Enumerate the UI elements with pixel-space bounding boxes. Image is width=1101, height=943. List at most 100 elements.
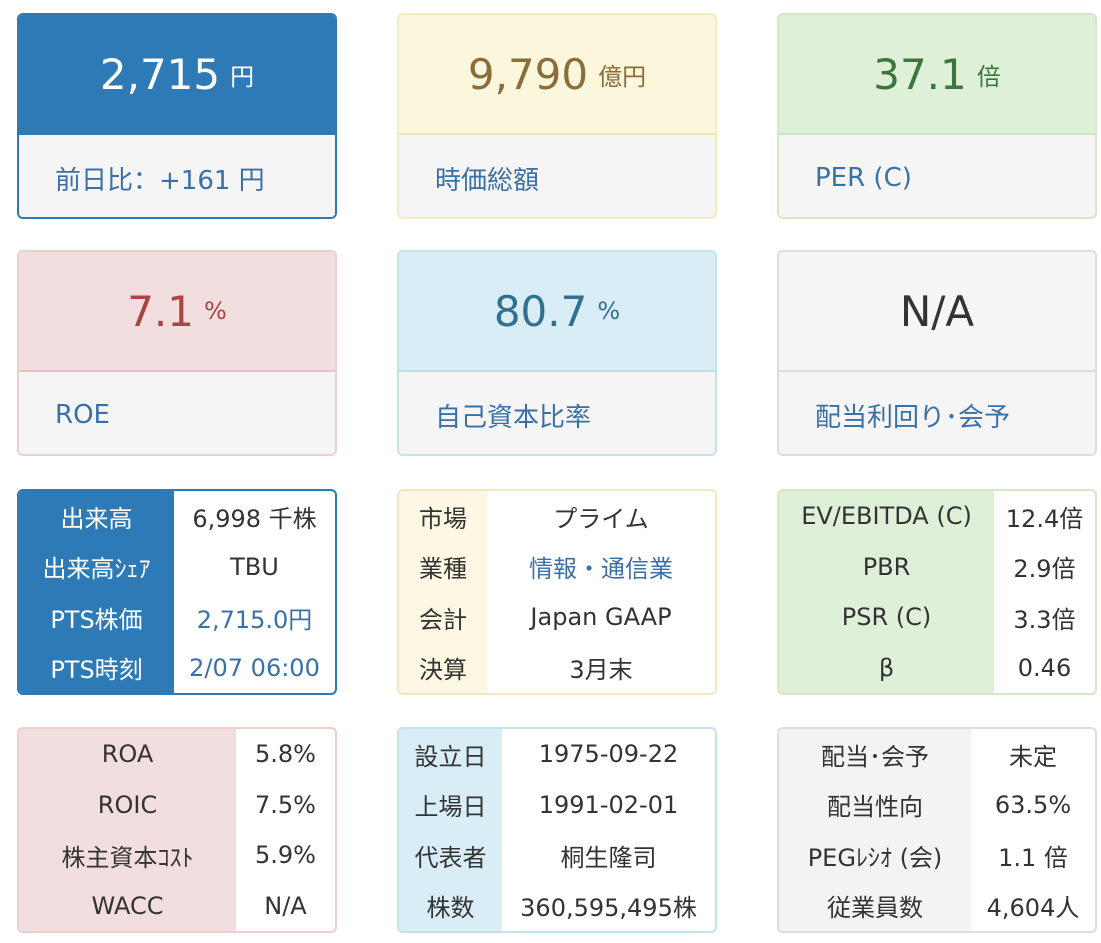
equity-ratio-value-box: 80.7 % bbox=[399, 252, 715, 372]
table-row: 出来高ｼｪｱ TBU bbox=[19, 541, 335, 592]
per-link[interactable]: PER (C) bbox=[779, 135, 1095, 217]
company-table: 設立日 1975-09-22 上場日 1991-02-01 代表者 桐生隆司 株… bbox=[397, 727, 717, 933]
table-row: 上場日 1991-02-01 bbox=[399, 779, 715, 830]
payout-ratio-value: 63.5% bbox=[994, 790, 1072, 819]
peg-ratio-label: PEGﾚｼｵ (会) bbox=[779, 830, 971, 881]
table-row: PBR 2.9倍 bbox=[779, 541, 1095, 592]
peg-ratio-value: 1.1 倍 bbox=[998, 843, 1068, 872]
accounting-label: 会計 bbox=[399, 592, 487, 643]
wacc-value: N/A bbox=[264, 891, 307, 920]
table-row: 設立日 1975-09-22 bbox=[399, 729, 715, 780]
table-row: PSR (C) 3.3倍 bbox=[779, 592, 1095, 643]
wacc-label: WACC bbox=[19, 880, 236, 931]
dividend-yield-value: N/A bbox=[899, 286, 975, 336]
table-row: PTS時刻 2/07 06:00 bbox=[19, 642, 335, 693]
per-card: 37.1 倍 PER (C) bbox=[777, 13, 1097, 219]
market-cap-unit: 億円 bbox=[598, 62, 647, 91]
roa-label: ROA bbox=[19, 729, 236, 780]
dividend-yield-link[interactable]: 配当利回り･会予 bbox=[779, 372, 1095, 454]
table-row: 配当性向 63.5% bbox=[779, 779, 1095, 830]
market-value: プライム bbox=[553, 504, 649, 533]
table-row: 配当･会予 未定 bbox=[779, 729, 1095, 780]
per-value: 37.1 bbox=[873, 49, 967, 99]
psr-value: 3.3倍 bbox=[1013, 605, 1076, 634]
representative-value: 桐生隆司 bbox=[560, 843, 657, 872]
ev-ebitda-value: 12.4倍 bbox=[1005, 504, 1084, 533]
market-cap-card: 9,790 億円 時価総額 bbox=[397, 13, 717, 219]
roe-link[interactable]: ROE bbox=[19, 372, 335, 454]
industry-label: 業種 bbox=[399, 541, 487, 592]
table-row: 株数 360,595,495株 bbox=[399, 880, 715, 931]
founded-value: 1975-09-22 bbox=[538, 740, 679, 769]
price-unit: 円 bbox=[230, 62, 255, 91]
roic-value: 7.5% bbox=[255, 790, 316, 819]
equity-ratio-value: 80.7 bbox=[493, 286, 588, 336]
per-unit: 倍 bbox=[976, 62, 1001, 91]
table-row: EV/EBITDA (C) 12.4倍 bbox=[779, 491, 1095, 542]
ev-ebitda-label: EV/EBITDA (C) bbox=[779, 491, 994, 542]
listed-label: 上場日 bbox=[399, 779, 502, 830]
pts-price-label: PTS株価 bbox=[19, 592, 174, 643]
valuation-table: EV/EBITDA (C) 12.4倍 PBR 2.9倍 PSR (C) 3.3… bbox=[777, 489, 1097, 695]
equity-ratio-card: 80.7 % 自己資本比率 bbox=[397, 250, 717, 456]
beta-value: 0.46 bbox=[1017, 653, 1072, 682]
returns-table: ROA 5.8% ROIC 7.5% 株主資本ｺｽﾄ 5.9% WACC N/A bbox=[17, 727, 337, 933]
table-row: PTS株価 2,715.0円 bbox=[19, 592, 335, 643]
table-row: 決算 3月末 bbox=[399, 642, 715, 693]
price-change-link[interactable]: 前日比：+161 円 bbox=[19, 135, 335, 217]
cost-of-equity-value: 5.9% bbox=[255, 841, 316, 870]
table-row: 株主資本ｺｽﾄ 5.9% bbox=[19, 830, 335, 881]
price-value-box: 2,715 円 bbox=[19, 15, 335, 135]
fiscal-value: 3月末 bbox=[569, 656, 633, 685]
volume-share-value: TBU bbox=[230, 552, 279, 581]
table-row: 市場 プライム bbox=[399, 491, 715, 542]
pts-price-link[interactable]: 2,715.0円 bbox=[196, 605, 313, 634]
accounting-value: Japan GAAP bbox=[530, 603, 672, 632]
roe-unit: % bbox=[203, 297, 227, 325]
table-row: β 0.46 bbox=[779, 642, 1095, 693]
market-cap-value-box: 9,790 億円 bbox=[399, 15, 715, 135]
dividend-yield-card: N/A 配当利回り･会予 bbox=[777, 250, 1097, 456]
table-row: WACC N/A bbox=[19, 880, 335, 931]
payout-ratio-label: 配当性向 bbox=[779, 779, 971, 830]
per-value-box: 37.1 倍 bbox=[779, 15, 1095, 135]
representative-label: 代表者 bbox=[399, 830, 502, 881]
dividend-table: 配当･会予 未定 配当性向 63.5% PEGﾚｼｵ (会) 1.1 倍 従業員… bbox=[777, 727, 1097, 933]
pts-time-label: PTS時刻 bbox=[19, 642, 174, 693]
pbr-label: PBR bbox=[779, 541, 994, 592]
price-card: 2,715 円 前日比：+161 円 bbox=[17, 13, 337, 219]
roa-value: 5.8% bbox=[255, 740, 316, 769]
market-info-table: 市場 プライム 業種 情報・通信業 会計 Japan GAAP 決算 3月末 bbox=[397, 489, 717, 695]
employees-value: 4,604人 bbox=[986, 894, 1080, 923]
table-row: 出来高 6,998 千株 bbox=[19, 491, 335, 542]
dividend-yield-value-box: N/A bbox=[779, 252, 1095, 372]
pts-time-link[interactable]: 2/07 06:00 bbox=[189, 653, 320, 682]
pbr-value: 2.9倍 bbox=[1013, 555, 1076, 584]
shares-value: 360,595,495株 bbox=[520, 894, 697, 923]
dividend-forecast-label: 配当･会予 bbox=[779, 729, 971, 780]
industry-link[interactable]: 情報・通信業 bbox=[529, 555, 673, 584]
roe-value-box: 7.1 % bbox=[19, 252, 335, 372]
volume-share-label: 出来高ｼｪｱ bbox=[19, 541, 174, 592]
equity-ratio-unit: % bbox=[597, 297, 621, 325]
beta-label: β bbox=[779, 642, 994, 693]
table-row: ROA 5.8% bbox=[19, 729, 335, 780]
roic-label: ROIC bbox=[19, 779, 236, 830]
psr-label: PSR (C) bbox=[779, 592, 994, 643]
employees-label: 従業員数 bbox=[779, 880, 971, 931]
table-row: 会計 Japan GAAP bbox=[399, 592, 715, 643]
founded-label: 設立日 bbox=[399, 729, 502, 780]
table-row: PEGﾚｼｵ (会) 1.1 倍 bbox=[779, 830, 1095, 881]
price-value: 2,715 bbox=[99, 49, 221, 99]
volume-table: 出来高 6,998 千株 出来高ｼｪｱ TBU PTS株価 2,715.0円 P… bbox=[17, 489, 337, 695]
dividend-forecast-value: 未定 bbox=[1009, 742, 1057, 771]
market-cap-link[interactable]: 時価総額 bbox=[399, 135, 715, 217]
equity-ratio-link[interactable]: 自己資本比率 bbox=[399, 372, 715, 454]
listed-value: 1991-02-01 bbox=[538, 790, 679, 819]
shares-label: 株数 bbox=[399, 880, 502, 931]
roe-value: 7.1 bbox=[127, 286, 194, 336]
table-row: 業種 情報・通信業 bbox=[399, 541, 715, 592]
table-row: ROIC 7.5% bbox=[19, 779, 335, 830]
fiscal-label: 決算 bbox=[399, 642, 487, 693]
table-row: 従業員数 4,604人 bbox=[779, 880, 1095, 931]
